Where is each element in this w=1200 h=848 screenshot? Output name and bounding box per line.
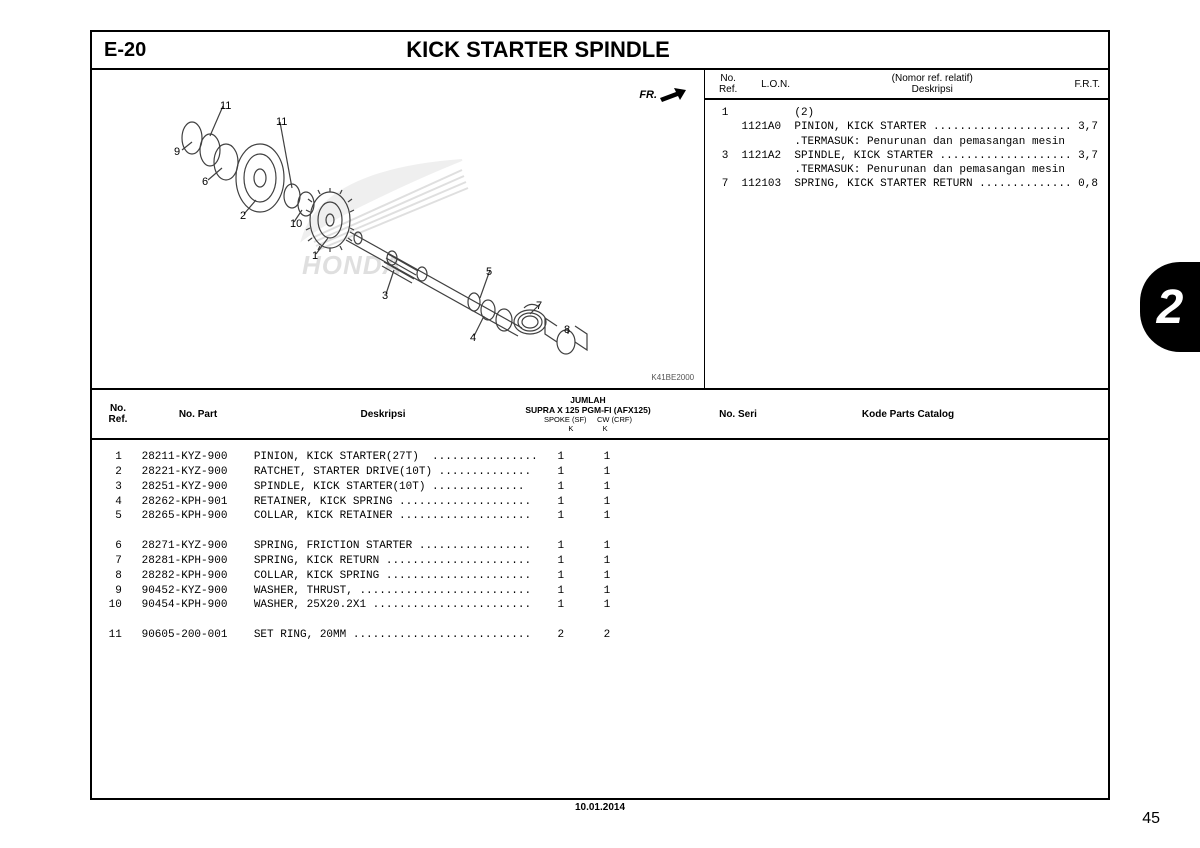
reference-panel: No. Ref. L.O.N. (Nomor ref. relatif) Des…	[705, 70, 1108, 388]
lh-noref: No. Ref.	[98, 403, 138, 425]
callout-number: 8	[564, 324, 570, 336]
lh-deskripsi: Deskripsi	[258, 409, 508, 420]
fr-direction-arrow: FR.	[639, 88, 686, 102]
diagram-panel: HONDA	[92, 70, 705, 388]
callout-number: 10	[290, 218, 302, 230]
ref-col-lon: L.O.N.	[761, 79, 790, 90]
page-frame: E-20 KICK STARTER SPINDLE HONDA	[90, 30, 1110, 800]
callout-number: 11	[276, 116, 287, 128]
callout-number: 4	[470, 332, 476, 344]
diagram-code: K41BE2000	[651, 373, 694, 382]
page-number: 45	[1142, 810, 1160, 828]
callout-number: 2	[240, 210, 246, 222]
parts-table-header: No. Ref. No. Part Deskripsi JUMLAH SUPRA…	[92, 390, 1108, 440]
lh-jumlah: JUMLAH SUPRA X 125 PGM-FI (AFX125) SPOKE…	[508, 395, 668, 433]
title-row: E-20 KICK STARTER SPINDLE	[92, 32, 1108, 70]
lh-nopart: No. Part	[138, 409, 258, 420]
callout-number: 6	[202, 176, 208, 188]
ref-col-frt: F.R.T.	[1074, 79, 1100, 90]
ref-col-center: (Nomor ref. relatif) Deskripsi	[808, 73, 1056, 95]
lh-kode: Kode Parts Catalog	[808, 409, 1008, 420]
section-tab: 2	[1140, 262, 1200, 352]
fr-label: FR.	[639, 89, 657, 101]
callout-number: 9	[174, 146, 180, 158]
footer-date: 10.01.2014	[90, 802, 1110, 813]
ref-col-noref: No. Ref.	[713, 73, 743, 95]
callout-number: 11	[220, 100, 231, 112]
lh-noseri: No. Seri	[668, 409, 808, 420]
callout-number: 1	[312, 250, 318, 262]
callout-number: 5	[486, 266, 492, 278]
main-title: KICK STARTER SPINDLE	[406, 37, 670, 63]
callout-number: 3	[382, 290, 388, 302]
ref-header: No. Ref. L.O.N. (Nomor ref. relatif) Des…	[705, 70, 1108, 100]
ref-body: 1 (2) 1121A0 PINION, KICK STARTER ......…	[705, 100, 1108, 198]
upper-section: HONDA	[92, 70, 1108, 390]
exploded-diagram	[92, 70, 705, 388]
callout-number: 7	[536, 300, 542, 312]
parts-table-body: 1 28211-KYZ-900 PINION, KICK STARTER(27T…	[92, 440, 1108, 653]
section-code: E-20	[104, 39, 146, 62]
